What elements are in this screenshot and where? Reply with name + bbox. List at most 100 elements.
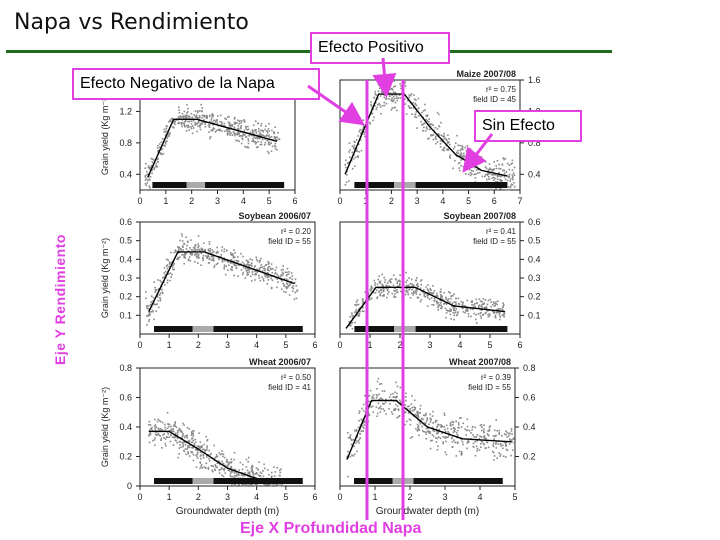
data-point <box>405 113 408 115</box>
data-point <box>377 104 379 106</box>
data-point <box>150 311 152 313</box>
data-point <box>180 121 183 124</box>
data-point <box>498 175 501 177</box>
data-point <box>481 441 483 443</box>
data-point <box>443 135 446 137</box>
data-point <box>511 184 514 186</box>
data-point <box>247 269 249 271</box>
data-point <box>243 119 245 121</box>
data-point <box>422 130 424 132</box>
data-point <box>458 450 461 453</box>
data-point <box>460 417 462 419</box>
data-point <box>418 434 420 437</box>
data-point <box>190 127 193 130</box>
data-point <box>373 279 376 282</box>
data-point <box>200 457 202 460</box>
data-point <box>480 305 482 308</box>
data-point <box>288 271 290 273</box>
data-point <box>145 177 148 180</box>
x-tick-label: 3 <box>415 196 420 206</box>
data-point <box>383 96 386 99</box>
data-point <box>417 115 420 117</box>
data-point <box>440 288 442 291</box>
data-point <box>148 185 150 187</box>
data-point <box>454 301 457 304</box>
data-point <box>345 181 348 184</box>
data-point <box>252 471 254 473</box>
data-point <box>257 146 259 148</box>
data-point <box>435 419 438 422</box>
data-point <box>420 280 422 282</box>
data-point <box>154 286 156 289</box>
data-point <box>441 305 443 308</box>
data-point <box>148 429 151 431</box>
data-point <box>400 85 402 87</box>
data-point <box>440 134 443 136</box>
data-point <box>509 438 511 440</box>
data-point <box>426 120 429 122</box>
data-point <box>255 258 258 261</box>
data-point <box>449 422 452 424</box>
data-point <box>506 179 509 182</box>
data-point <box>244 268 247 270</box>
data-point <box>240 269 243 271</box>
data-point <box>489 314 491 317</box>
data-point <box>154 427 156 429</box>
data-point <box>178 117 180 120</box>
data-point <box>270 142 272 145</box>
data-point <box>248 264 251 267</box>
data-point <box>358 438 361 441</box>
data-point <box>421 417 423 420</box>
data-point <box>460 152 462 154</box>
data-point <box>373 397 375 399</box>
data-point <box>216 250 219 253</box>
data-point <box>385 413 387 415</box>
x-tick-label: 0 <box>137 196 142 206</box>
data-point <box>254 120 257 122</box>
data-point <box>235 267 238 270</box>
data-point <box>155 426 158 429</box>
data-point <box>267 266 270 269</box>
data-point <box>456 313 459 316</box>
data-point <box>379 281 381 283</box>
data-point <box>208 458 210 460</box>
x-tick-label: 3 <box>442 492 447 502</box>
data-point <box>254 274 256 276</box>
data-point <box>355 429 358 431</box>
data-point <box>294 291 296 294</box>
data-point <box>238 128 240 130</box>
data-point <box>222 462 225 465</box>
data-point <box>423 126 425 129</box>
data-point <box>223 264 226 266</box>
data-point <box>485 161 487 163</box>
data-point <box>156 434 158 436</box>
data-point <box>434 421 437 423</box>
data-point <box>248 265 250 268</box>
data-point <box>270 287 273 290</box>
y-tick-label: 0.6 <box>528 217 541 227</box>
data-point <box>153 168 155 171</box>
data-point <box>245 458 248 461</box>
data-point <box>245 125 247 128</box>
data-point <box>388 396 391 398</box>
data-point <box>178 248 180 250</box>
data-point <box>415 291 418 293</box>
data-point <box>359 139 362 141</box>
data-point <box>353 453 356 456</box>
data-point <box>224 130 226 133</box>
data-point <box>159 292 162 295</box>
data-point <box>481 306 483 308</box>
data-point <box>361 130 363 133</box>
data-point <box>424 422 427 424</box>
data-point <box>219 129 221 132</box>
data-point <box>452 294 454 297</box>
data-point <box>452 167 454 170</box>
data-point <box>224 472 227 474</box>
data-point <box>451 446 454 448</box>
data-point <box>480 156 483 158</box>
data-point <box>237 275 239 277</box>
x-tick-label: 6 <box>517 340 522 350</box>
data-point <box>466 418 469 421</box>
data-point <box>220 124 222 126</box>
data-point <box>478 438 481 440</box>
